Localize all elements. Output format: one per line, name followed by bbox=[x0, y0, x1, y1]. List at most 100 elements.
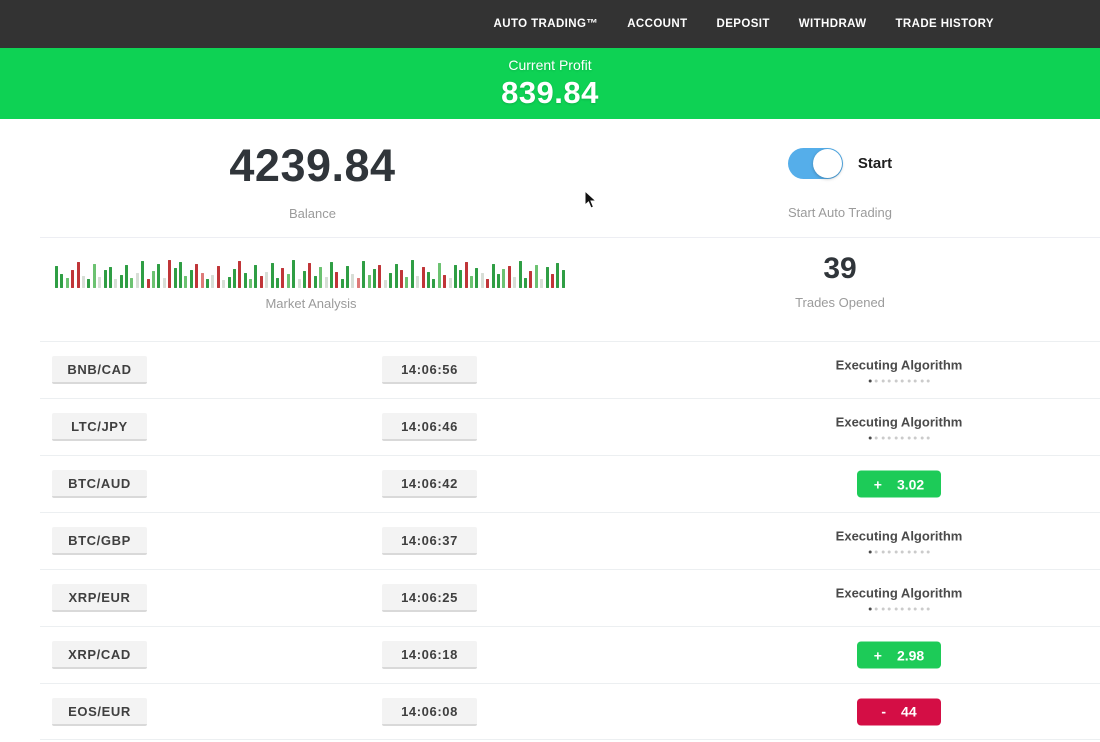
table-row: EOS/EUR 14:06:08 - 44 bbox=[40, 683, 1100, 740]
progress-dot bbox=[894, 379, 898, 383]
market-bar bbox=[518, 261, 522, 288]
market-bar bbox=[480, 273, 484, 288]
market-bar bbox=[184, 276, 188, 288]
progress-dot bbox=[894, 550, 898, 554]
time-chip[interactable]: 14:06:08 bbox=[382, 697, 477, 726]
market-bar bbox=[421, 267, 425, 288]
table-row: BTC/AUD 14:06:42 + 3.02 bbox=[40, 455, 1100, 512]
progress-dots bbox=[836, 607, 963, 611]
progress-dot bbox=[913, 379, 917, 383]
market-bar bbox=[513, 277, 517, 288]
result-value: 3.02 bbox=[896, 476, 925, 492]
market-bar bbox=[195, 264, 199, 288]
market-bar bbox=[540, 279, 544, 288]
nav-item[interactable]: WITHDRAW bbox=[798, 18, 867, 30]
market-bar bbox=[448, 278, 452, 288]
market-bar bbox=[507, 266, 511, 288]
trade-status: + 3.02 bbox=[857, 470, 941, 498]
progress-dot bbox=[887, 550, 891, 554]
market-bar bbox=[205, 279, 209, 288]
market-bar bbox=[432, 279, 436, 288]
market-bar bbox=[265, 272, 269, 288]
nav-item[interactable]: AUTO TRADING™ bbox=[493, 18, 599, 30]
pair-chip[interactable]: BTC/GBP bbox=[52, 527, 147, 555]
progress-dot bbox=[887, 379, 891, 383]
progress-dot bbox=[887, 436, 891, 440]
market-bar bbox=[65, 278, 69, 288]
market-bar bbox=[486, 279, 490, 288]
auto-trading-toggle[interactable] bbox=[787, 148, 843, 179]
market-bar bbox=[394, 264, 398, 288]
market-bar bbox=[329, 262, 333, 288]
market-bar bbox=[308, 263, 312, 288]
market-bar bbox=[76, 262, 80, 288]
table-row: XRP/CAD 14:06:18 + 2.98 bbox=[40, 626, 1100, 683]
executing-status: Executing Algorithm bbox=[836, 415, 963, 440]
progress-dot bbox=[868, 607, 872, 611]
market-bar bbox=[324, 277, 328, 288]
time-chip[interactable]: 14:06:37 bbox=[382, 527, 477, 555]
market-analysis-chart bbox=[55, 256, 567, 288]
toggle-label: Start bbox=[857, 155, 893, 172]
executing-status: Executing Algorithm bbox=[835, 357, 963, 383]
market-bar bbox=[178, 262, 182, 288]
progress-dot bbox=[926, 379, 930, 383]
market-bar bbox=[534, 265, 538, 288]
trade-status: Executing Algorithm bbox=[835, 357, 963, 383]
nav-item[interactable]: DEPOSIT bbox=[716, 18, 770, 30]
progress-dot bbox=[926, 550, 930, 554]
nav-item[interactable]: ACCOUNT bbox=[627, 18, 688, 30]
pair-chip[interactable]: LTC/JPY bbox=[52, 413, 147, 441]
progress-dot bbox=[913, 550, 917, 554]
market-bar bbox=[103, 270, 107, 288]
market-bar bbox=[400, 270, 403, 288]
market-bar bbox=[71, 270, 75, 288]
nav-item[interactable]: TRADE HISTORY bbox=[895, 18, 994, 30]
progress-dot bbox=[913, 607, 917, 611]
market-bar bbox=[340, 279, 344, 288]
executing-label: Executing Algorithm bbox=[835, 357, 963, 373]
market-bar bbox=[146, 279, 150, 288]
trade-status: Executing Algorithm bbox=[836, 415, 963, 440]
progress-dot bbox=[881, 607, 885, 611]
market-bar bbox=[475, 268, 479, 288]
market-bar bbox=[437, 263, 441, 288]
market-bar bbox=[276, 278, 280, 288]
time-chip[interactable]: 14:06:18 bbox=[382, 641, 477, 669]
progress-dot bbox=[907, 550, 911, 554]
trade-status: Executing Algorithm bbox=[836, 586, 963, 611]
time-chip[interactable]: 14:06:42 bbox=[382, 470, 477, 498]
market-bar bbox=[356, 278, 360, 288]
market-bar bbox=[292, 260, 296, 288]
market-bar bbox=[130, 278, 134, 288]
market-bar bbox=[125, 265, 129, 288]
market-bar bbox=[60, 274, 64, 288]
progress-dot bbox=[874, 436, 878, 440]
trade-status: Executing Algorithm bbox=[836, 529, 962, 554]
trade-status: + 2.98 bbox=[857, 641, 941, 669]
table-row: XRP/EUR 14:06:25 Executing Algorithm bbox=[40, 569, 1100, 626]
trades-opened-block: 39 Trades Opened bbox=[700, 252, 980, 310]
executing-status: Executing Algorithm bbox=[836, 529, 962, 554]
pair-chip[interactable]: EOS/EUR bbox=[52, 697, 147, 726]
market-bar bbox=[168, 260, 172, 288]
pair-chip[interactable]: XRP/EUR bbox=[52, 584, 147, 612]
progress-dots bbox=[836, 436, 963, 440]
market-bar bbox=[232, 269, 236, 288]
market-bar bbox=[270, 263, 274, 288]
market-bar bbox=[319, 267, 323, 288]
time-chip[interactable]: 14:06:46 bbox=[382, 413, 477, 441]
pair-chip[interactable]: BNB/CAD bbox=[52, 356, 147, 384]
time-chip[interactable]: 14:06:56 bbox=[382, 356, 477, 384]
pair-chip[interactable]: XRP/CAD bbox=[52, 641, 147, 669]
market-bar bbox=[55, 266, 58, 288]
market-bar bbox=[92, 264, 96, 288]
trades-opened-value: 39 bbox=[823, 252, 857, 285]
progress-dot bbox=[900, 379, 904, 383]
time-chip[interactable]: 14:06:25 bbox=[382, 584, 477, 612]
table-row: BTC/GBP 14:06:37 Executing Algorithm bbox=[40, 512, 1100, 569]
market-bar bbox=[216, 266, 220, 288]
pair-chip[interactable]: BTC/AUD bbox=[52, 470, 147, 498]
progress-dot bbox=[926, 607, 930, 611]
